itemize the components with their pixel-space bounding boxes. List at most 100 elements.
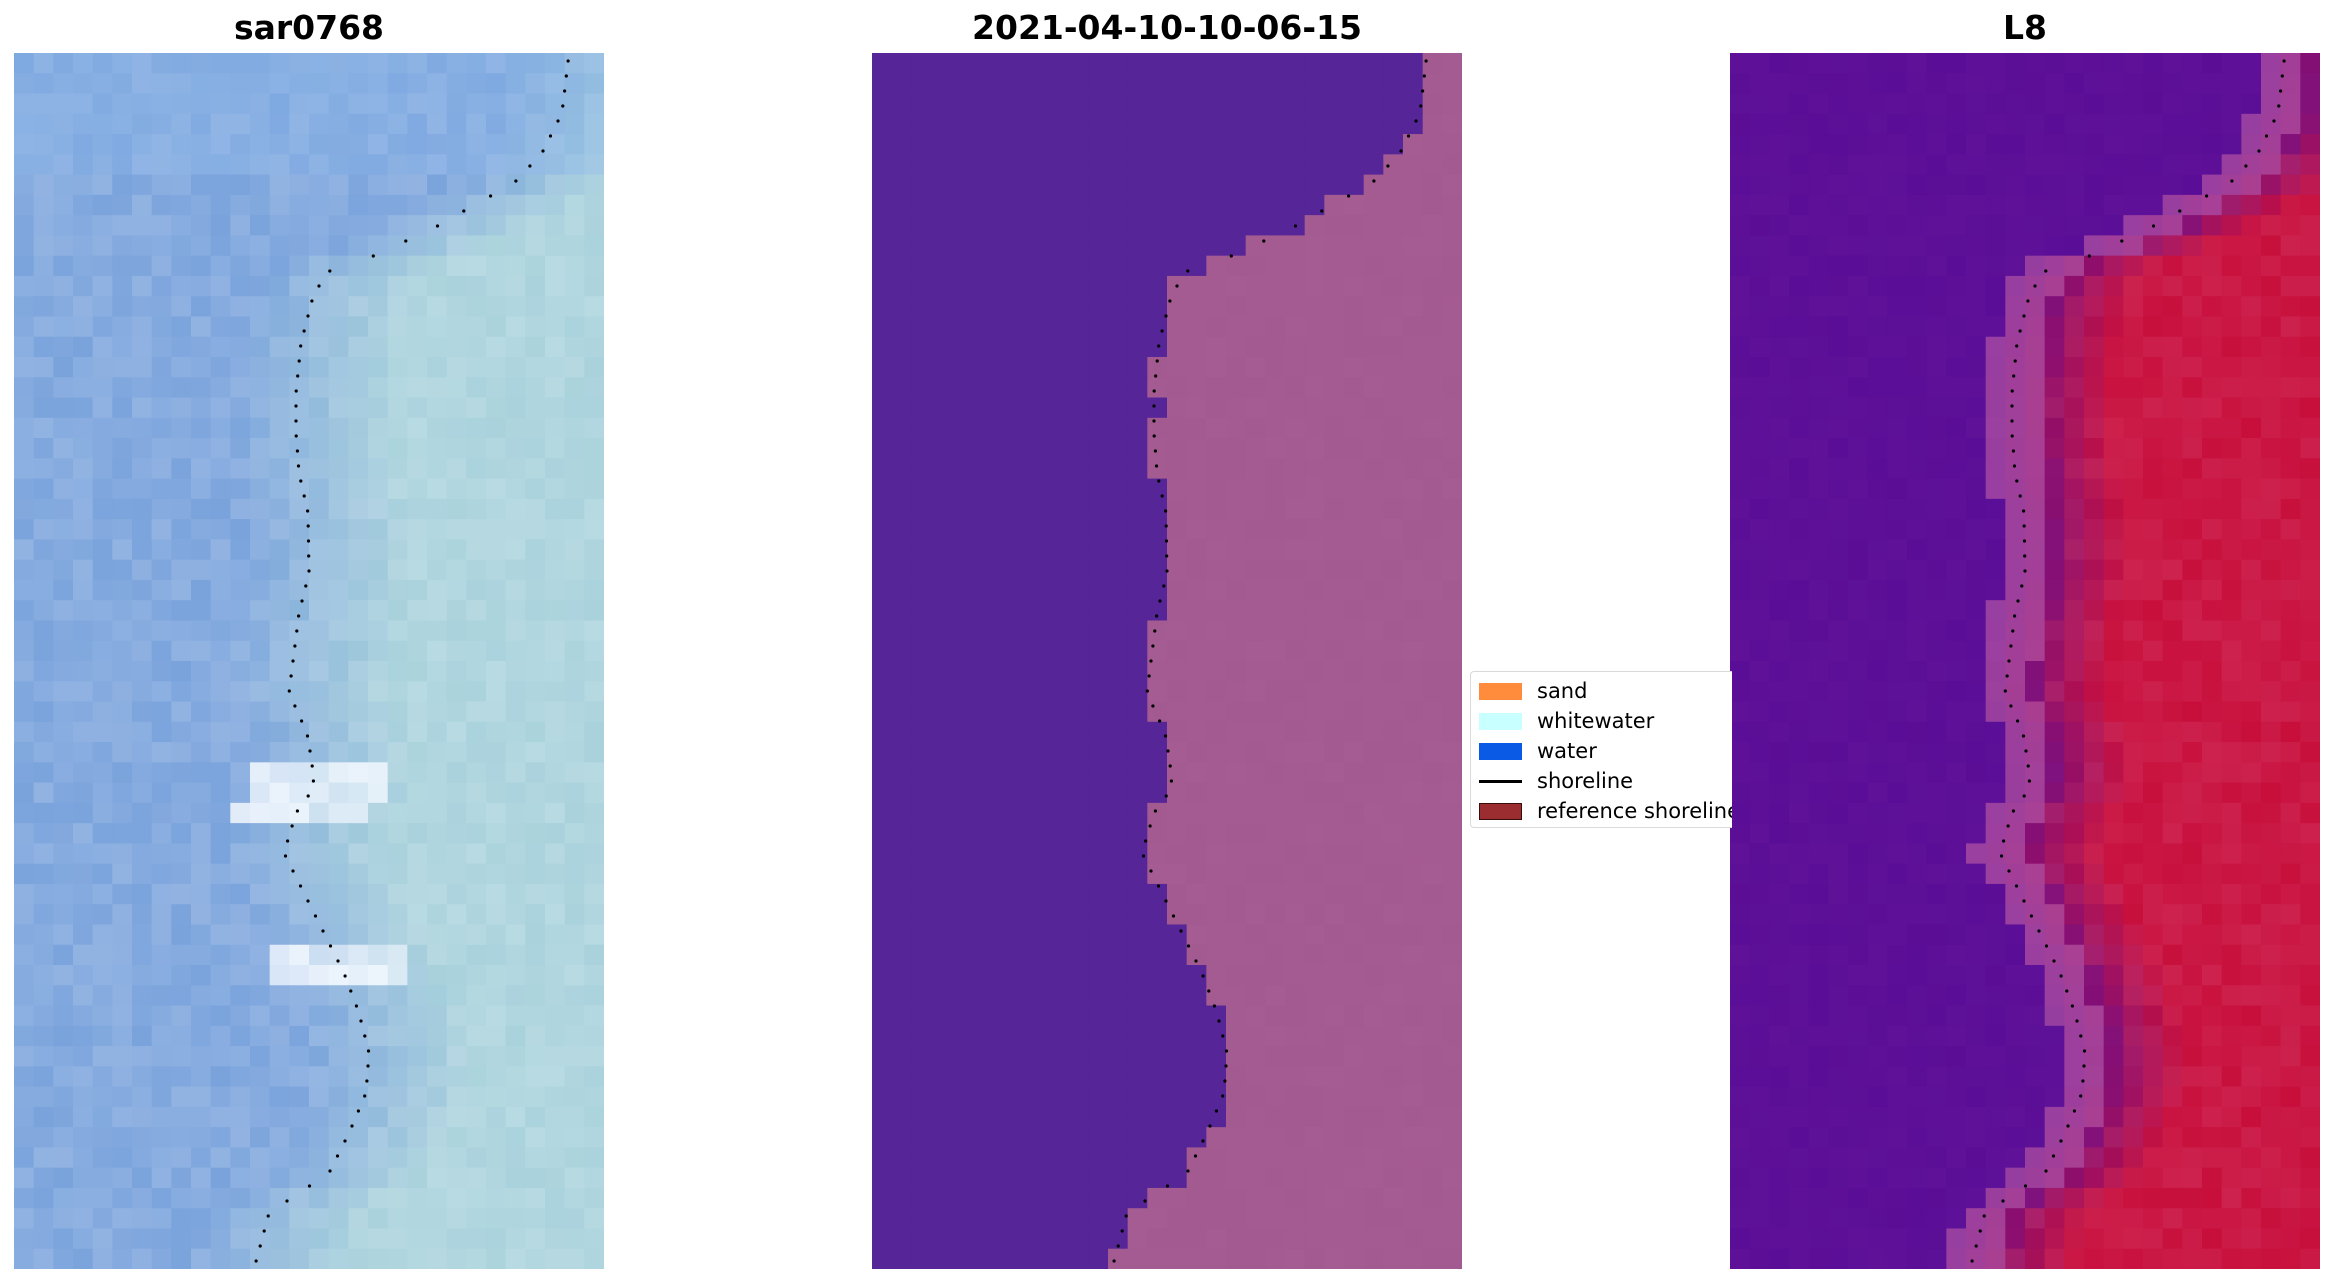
shoreline-dot: [404, 239, 408, 243]
shoreline-dot: [297, 359, 301, 363]
shoreline-dot: [2021, 734, 2026, 738]
legend-item-shoreline: shoreline: [1479, 766, 1633, 796]
shoreline-dot: [2010, 434, 2014, 438]
shoreline-dot: [2022, 314, 2026, 318]
shoreline-dot: [1186, 1169, 1190, 1173]
shoreline-dot: [1224, 1049, 1229, 1053]
shoreline-dot: [1201, 1139, 1205, 1143]
shoreline-dot: [2230, 179, 2234, 183]
shoreline-dot: [1154, 464, 1159, 468]
shoreline-dot: [1193, 1154, 1198, 1158]
shoreline-dot: [307, 1184, 312, 1188]
shoreline-dot: [1168, 299, 1172, 303]
shoreline-dot: [1116, 1244, 1120, 1248]
shoreline-dot: [1221, 1034, 1225, 1038]
shoreline-dot: [1386, 164, 1390, 168]
shoreline-dot: [1152, 389, 1156, 393]
shoreline-dot: [2022, 539, 2027, 543]
index-raster: [1730, 53, 2320, 1269]
shoreline-dot: [294, 404, 298, 408]
shoreline-dot: [2011, 449, 2015, 453]
shoreline-dot: [1320, 209, 1324, 213]
shoreline-dot: [1372, 179, 1376, 183]
shoreline-dot: [356, 1109, 360, 1113]
shoreline-dot: [1156, 884, 1161, 888]
shoreline-dot: [1151, 704, 1155, 708]
shoreline-dot: [2033, 284, 2037, 288]
reference-shoreline-swatch-icon: [1479, 802, 1522, 820]
shoreline-dot: [308, 749, 312, 753]
shoreline-dot: [343, 1139, 347, 1143]
sar-image-panel: [14, 53, 604, 1269]
shoreline-dot: [2012, 374, 2016, 378]
shoreline-dot: [285, 1199, 289, 1203]
shoreline-dot: [328, 269, 332, 273]
shoreline-dot: [1164, 509, 1168, 513]
shoreline-dot: [1151, 644, 1155, 648]
shoreline-dot: [2075, 1019, 2079, 1023]
shoreline-dot: [310, 299, 314, 303]
shoreline-dot: [2044, 269, 2048, 273]
shoreline-dot: [298, 884, 303, 888]
shoreline-dot: [2026, 764, 2030, 768]
shoreline-dot: [266, 1214, 270, 1218]
shoreline-dot: [354, 1004, 358, 1008]
shoreline-dot: [306, 794, 310, 798]
shoreline-dot: [286, 839, 290, 843]
shoreline-dot: [306, 539, 311, 543]
shoreline-dot: [2022, 899, 2026, 903]
shoreline-dot: [2011, 629, 2015, 633]
legend-label: water: [1537, 739, 1597, 763]
panel-title-classified: 2021-04-10-10-06-15: [972, 8, 1362, 47]
shoreline-dot: [2079, 1034, 2083, 1038]
legend-item-whitewater: whitewater: [1479, 706, 1654, 736]
shoreline-dot: [1164, 794, 1168, 798]
shoreline-dot: [1424, 59, 1428, 63]
shoreline-dot: [1158, 599, 1162, 603]
shoreline-dot: [1414, 119, 1418, 123]
shoreline-dot: [2059, 1139, 2063, 1143]
shoreline-dot: [2029, 914, 2034, 918]
shoreline-dot: [1158, 719, 1162, 723]
shoreline-dot: [1155, 359, 1159, 363]
shoreline-dot: [1999, 854, 2004, 858]
shoreline-dot: [548, 134, 553, 138]
legend-label: whitewater: [1537, 709, 1655, 733]
shoreline-dot: [2022, 794, 2026, 798]
shoreline-dot: [2044, 1169, 2048, 1173]
panel-title-sar: sar0768: [233, 8, 385, 47]
shoreline-dot: [2052, 959, 2056, 963]
shoreline-dot: [556, 119, 560, 123]
shoreline-dot: [1160, 494, 1164, 498]
shoreline-dot: [1160, 329, 1164, 333]
shoreline-dot: [1179, 929, 1183, 933]
shoreline-dot: [2022, 509, 2026, 513]
legend: sand whitewater water shoreline referenc…: [1470, 671, 1732, 828]
shoreline-dot: [349, 989, 353, 993]
shoreline-dot: [1201, 974, 1205, 978]
shoreline-dot: [1347, 194, 1351, 198]
shoreline-dot: [1982, 1214, 1986, 1218]
shoreline-dot: [2244, 164, 2248, 168]
shoreline-dot: [2065, 989, 2069, 993]
shoreline-dot: [343, 974, 347, 978]
shoreline-dot: [1155, 614, 1159, 618]
shoreline-dot: [1120, 1229, 1124, 1233]
shoreline-dot: [299, 479, 303, 483]
shoreline-dot: [289, 674, 293, 678]
shoreline-dot: [2016, 719, 2020, 723]
shoreline-dot: [294, 389, 298, 393]
legend-label: reference shoreline: [1537, 799, 1732, 823]
shoreline-dot: [2257, 149, 2261, 153]
shoreline-dot: [296, 374, 300, 378]
shoreline-dot: [2205, 194, 2209, 198]
shoreline-dot: [2012, 464, 2017, 468]
shoreline-dot: [2015, 479, 2019, 483]
shoreline-dot: [365, 1079, 369, 1083]
shoreline-dot: [290, 824, 294, 828]
shoreline-dot: [2051, 1154, 2056, 1158]
shoreline-dot: [1153, 629, 1157, 633]
shoreline-dot: [305, 734, 310, 738]
shoreline-dot: [1974, 1244, 1978, 1248]
shoreline-dot: [371, 254, 375, 258]
